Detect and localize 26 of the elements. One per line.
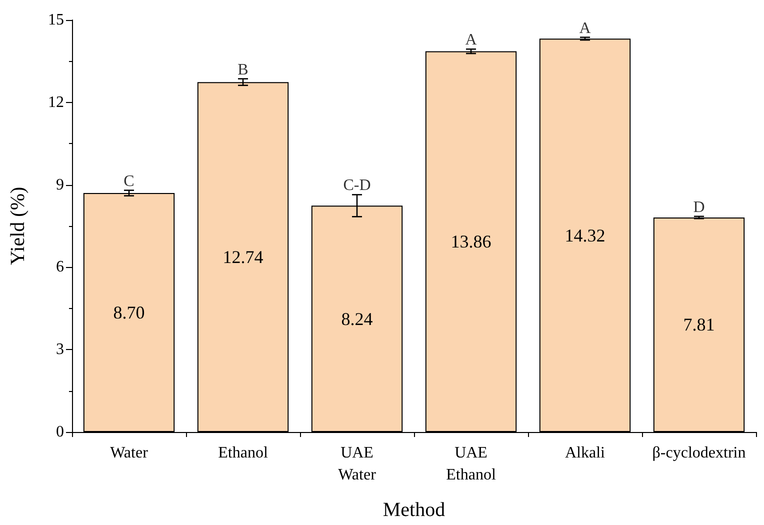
y-tick-label: 9: [56, 176, 64, 194]
x-tick-label: UAE Water: [338, 444, 377, 484]
x-tick-label: Alkali: [565, 444, 606, 462]
x-tick-label: Water: [110, 444, 149, 462]
y-tick-label: 12: [48, 94, 64, 111]
annotation: C-D: [343, 177, 371, 194]
data-label: 13.86: [450, 232, 492, 252]
x-tick-label: β-cyclodextrin: [652, 444, 746, 462]
data-label: 12.74: [222, 247, 264, 268]
x-tick-label: UAE Ethanol: [446, 444, 496, 484]
annotation: C: [124, 172, 134, 190]
y-tick-label: 3: [56, 341, 64, 358]
y-axis-title: Yield (%): [7, 186, 29, 266]
data-label: 8.24: [341, 308, 373, 329]
y-tick-label: 6: [56, 258, 64, 276]
y-tick-label: 0: [56, 424, 64, 440]
x-axis-title: Method: [382, 499, 446, 521]
annotation: A: [579, 20, 592, 37]
annotation: D: [693, 198, 705, 216]
data-label: 7.81: [683, 314, 715, 335]
annotation: B: [238, 61, 248, 78]
annotation: A: [465, 32, 478, 49]
data-label: 8.70: [113, 302, 145, 323]
data-label: 14.32: [564, 225, 606, 246]
x-tick-label: Ethanol: [218, 444, 268, 462]
y-tick-label: 15: [48, 12, 64, 28]
